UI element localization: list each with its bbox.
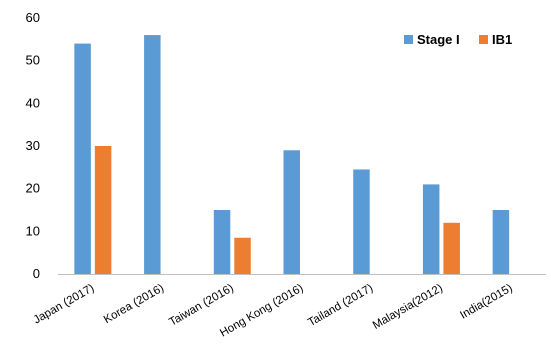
- legend: Stage I IB1: [404, 32, 512, 47]
- bar-ib1: [234, 237, 251, 274]
- bar-ib1: [94, 146, 112, 274]
- bar-stage-i: [422, 184, 440, 274]
- bar-stage-i: [144, 35, 161, 274]
- x-tick-label: Japan (2017): [32, 282, 97, 326]
- legend-label: IB1: [492, 32, 512, 47]
- y-tick-label: 20: [26, 181, 40, 196]
- y-tick-label: 30: [26, 138, 40, 153]
- y-tick-label: 10: [26, 223, 40, 238]
- legend-swatch: [479, 35, 488, 44]
- x-axis-tick-labels: Japan (2017) Korea (2016) Taiwan (2016)Hon…: [32, 282, 515, 339]
- bar-stage-i: [283, 150, 300, 274]
- y-axis-ticks: 0 10 20 30 40 50 60: [26, 10, 40, 281]
- y-tick-label: 50: [26, 53, 40, 68]
- bar-stage-i: [353, 169, 370, 274]
- y-tick-label: 60: [26, 10, 40, 25]
- bars: [74, 35, 510, 274]
- bar-stage-i: [74, 43, 91, 274]
- y-tick-label: 40: [26, 95, 40, 110]
- bar-stage-i: [213, 210, 231, 274]
- legend-swatch: [404, 35, 413, 44]
- x-tick-label: Taiwan (2016): [167, 282, 236, 329]
- y-tick-label: 0: [33, 266, 40, 281]
- bar-stage-i: [492, 210, 510, 274]
- x-tick-label: India(2015): [458, 282, 515, 322]
- legend-label: Stage I: [417, 32, 460, 47]
- bar-ib1: [443, 222, 460, 274]
- x-tick-label: Tailand (2017): [306, 282, 375, 329]
- x-tick-label: Malaysia(2012): [371, 282, 445, 332]
- x-tick-label: Korea (2016): [102, 282, 166, 326]
